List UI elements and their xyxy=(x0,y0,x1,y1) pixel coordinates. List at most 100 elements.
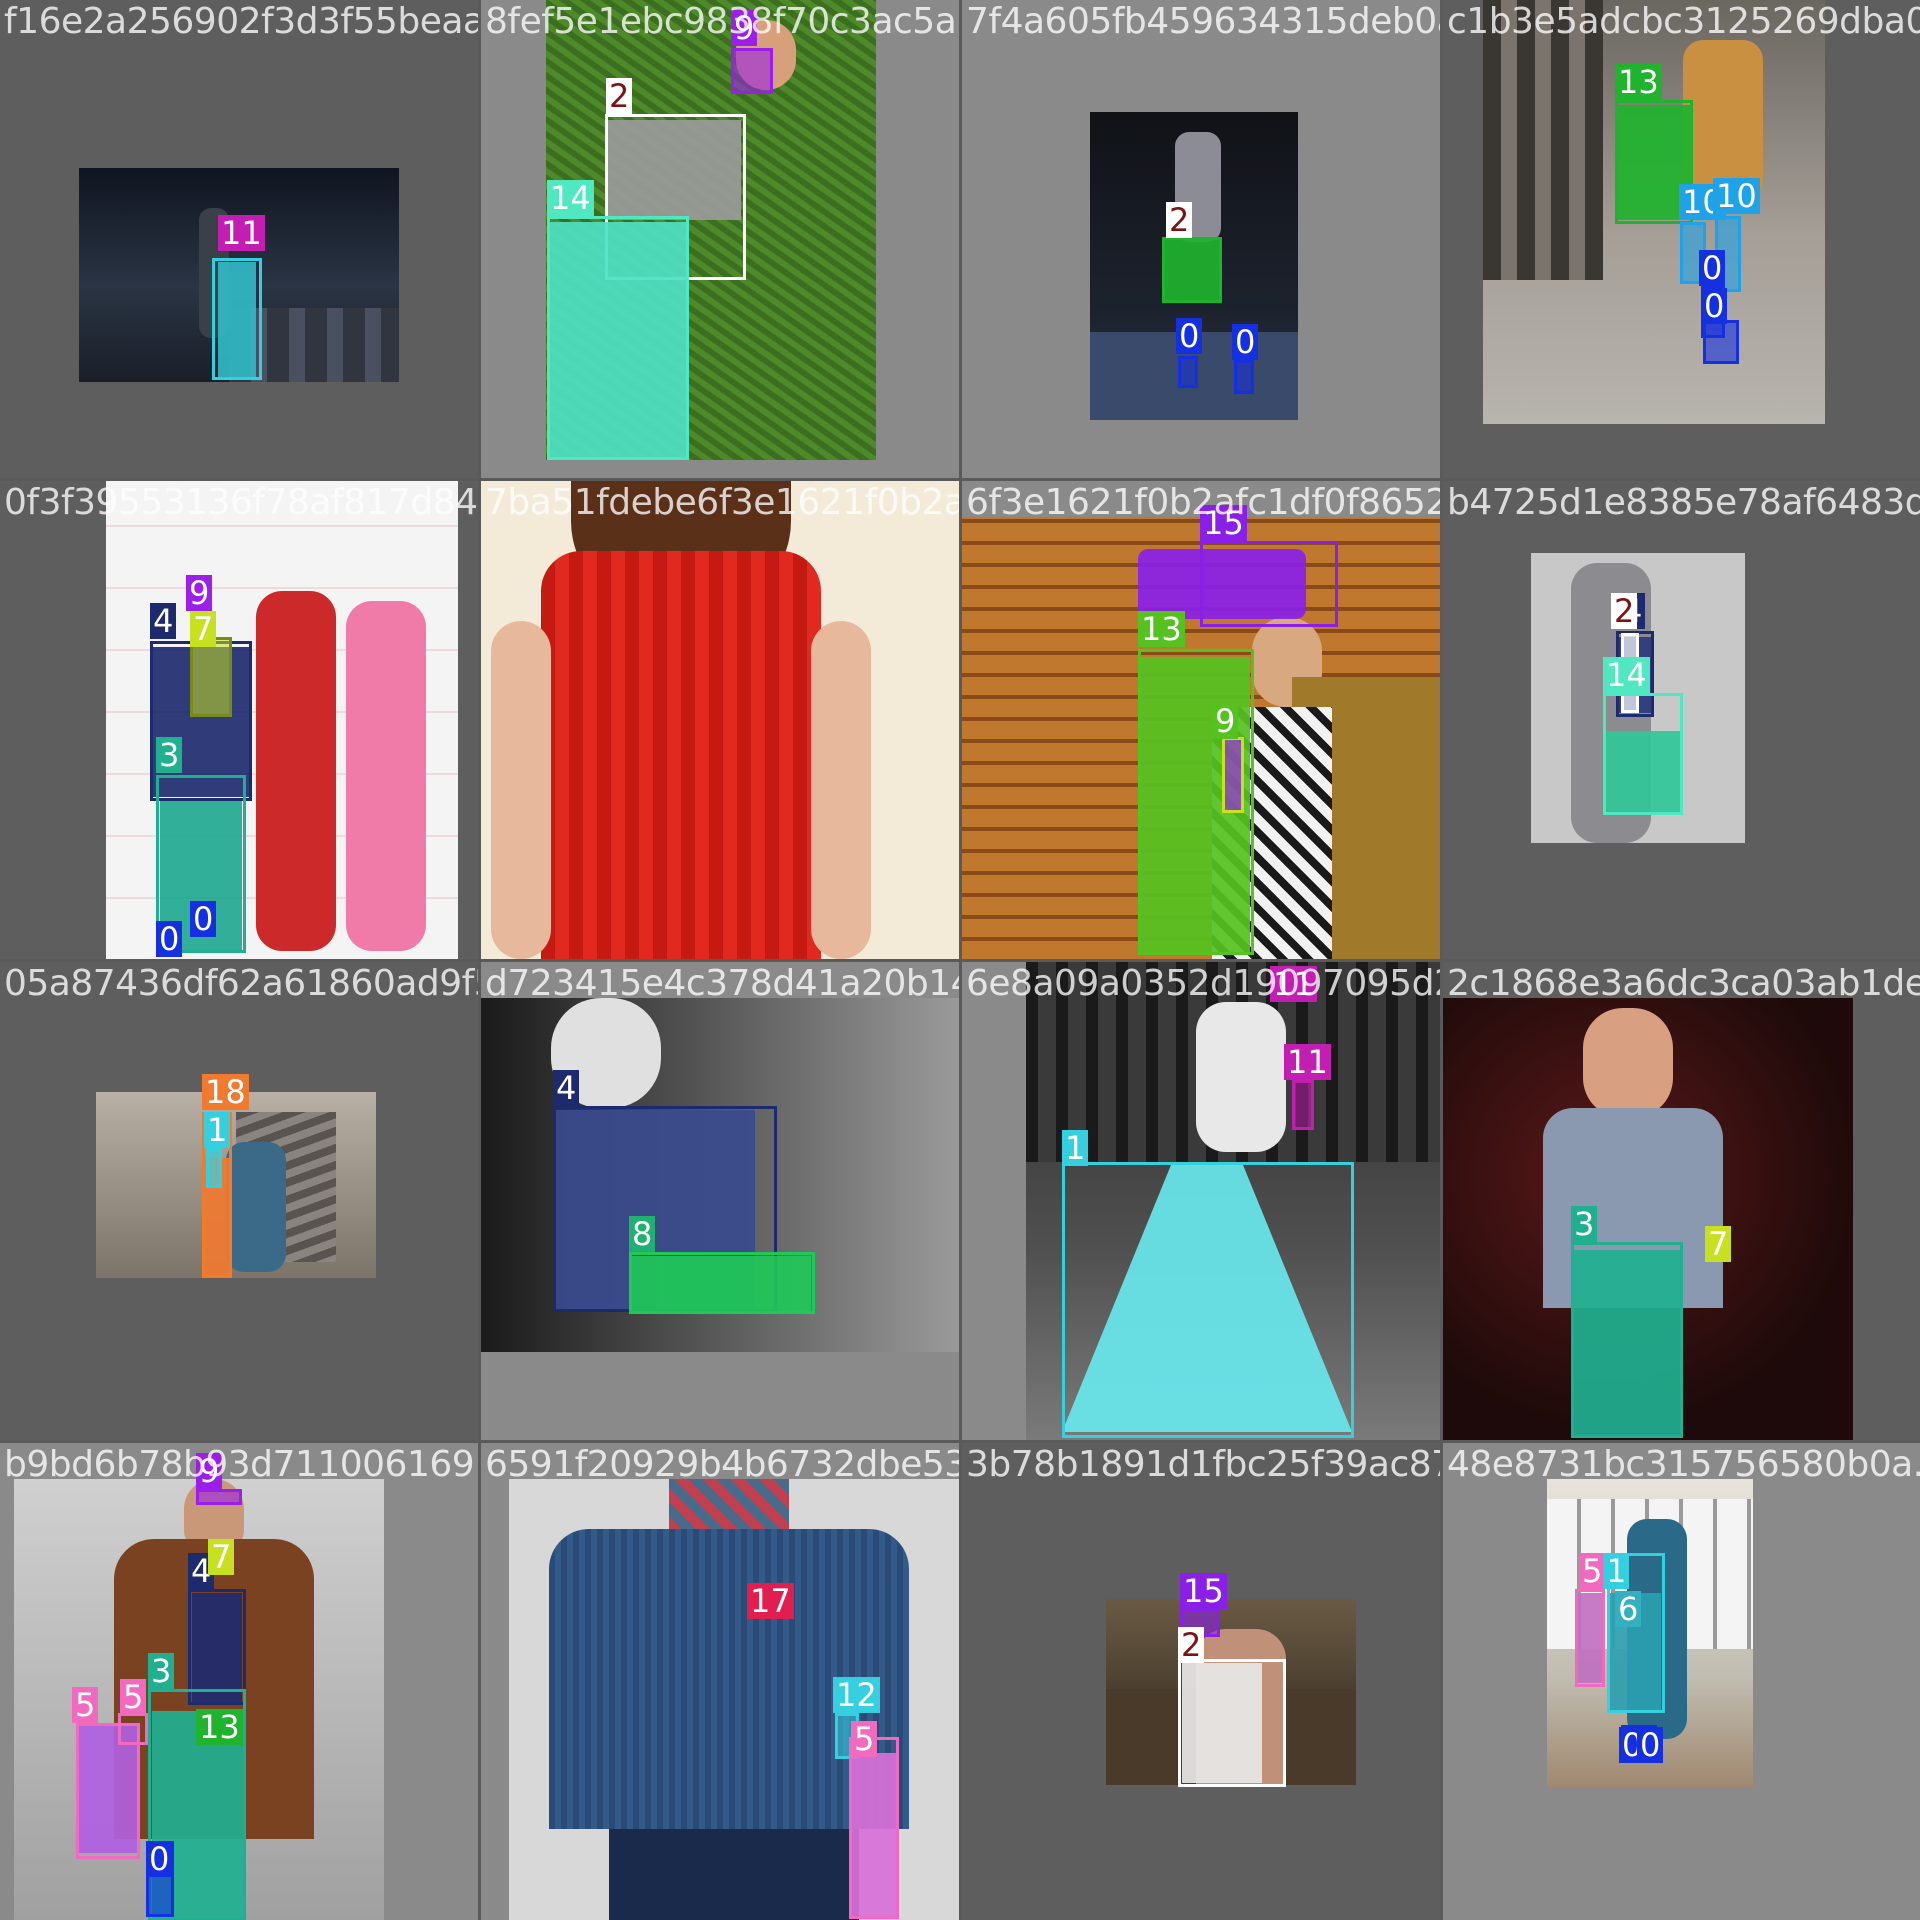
bbox xyxy=(1607,1553,1665,1713)
image-filename: 8fef5e1ebc9838f70c3ac5a197261a206f5.jpg xyxy=(485,1,959,42)
class-label: 0 xyxy=(190,901,217,937)
tile: 13 10 10 0 0 c1b3e5adcbc3125269dba0f1c.j… xyxy=(1443,0,1920,478)
class-label: 9 xyxy=(196,1453,223,1489)
audience xyxy=(229,308,399,382)
image-filename: 6f3e1621f0b2afc1df0f86527b4725d1e.jpg xyxy=(966,482,1440,523)
tile: 2 14 9 8fef5e1ebc9838f70c3ac5a197261a206… xyxy=(481,0,959,478)
class-label: 2 xyxy=(1178,1627,1205,1663)
image-filename: b9bd6b78b93d711006169146591f20929b4b6732… xyxy=(4,1444,478,1485)
segment-mask xyxy=(549,222,687,458)
person-head xyxy=(1583,1008,1673,1118)
class-label: 14 xyxy=(1603,657,1650,693)
image-filename: 7ba51fdebe6f3e1621f0b2afc1df0f86527b.jpg xyxy=(485,482,959,523)
segment-mask xyxy=(218,262,256,377)
class-label: 9 xyxy=(731,10,758,46)
class-label: 5 xyxy=(1579,1553,1606,1589)
bbox xyxy=(1162,237,1222,303)
image-filename: 7f4a605fb459634315deb0a8564b0.jpg xyxy=(966,1,1440,42)
image-filename: f16e2a256902f3d3f55beaaae87632e6d.jpg xyxy=(4,1,478,42)
class-label: 4 xyxy=(553,1070,580,1106)
bbox xyxy=(1603,693,1683,815)
class-label: 0 xyxy=(1176,318,1203,354)
class-label: 3 xyxy=(148,1653,175,1689)
tile: 11 f16e2a256902f3d3f55beaaae87632e6d.jpg xyxy=(0,0,478,478)
person xyxy=(346,601,426,951)
image-filename: 2c1868e3a6dc3ca03ab1de0.jpg xyxy=(1447,963,1920,1004)
tile: 7ba51fdebe6f3e1621f0b2afc1df0f86527b.jpg xyxy=(481,481,959,959)
class-label: 9 xyxy=(186,575,213,611)
bbox xyxy=(76,1723,140,1859)
bbox xyxy=(1615,100,1693,224)
segment-mask xyxy=(1182,1663,1262,1783)
class-label: 3 xyxy=(156,737,183,773)
image-filename: c1b3e5adcbc3125269dba0f1c.jpg xyxy=(1447,1,1920,42)
image-filename: 6591f20929b4b6732dbe53b78b1891d1fbc.jpg xyxy=(485,1444,959,1485)
segment-mask xyxy=(1605,731,1681,813)
bbox xyxy=(212,258,262,380)
class-label: 2 xyxy=(1611,593,1638,629)
tile: 4 7 9 3 0 0 0f3f39553136f78af817d8495f4a… xyxy=(0,481,478,959)
class-label: 1 xyxy=(204,1112,231,1148)
tile: 15 2 3b78b1891d1fbc25f39ac87348e8731bc.j… xyxy=(962,1443,1440,1920)
class-label: 0 xyxy=(1699,250,1726,286)
class-label: 5 xyxy=(851,1721,878,1757)
person xyxy=(226,1142,286,1272)
bbox xyxy=(1571,1242,1683,1438)
photo xyxy=(481,481,959,959)
image-filename: d723415e4c378d41a20b14416e8a09a0.jpg xyxy=(485,963,959,1004)
person xyxy=(256,591,336,951)
class-label: 13 xyxy=(1138,611,1185,647)
class-label: 7 xyxy=(1705,1226,1732,1262)
segment-mask xyxy=(606,120,741,220)
bbox xyxy=(1062,1162,1354,1438)
bbox xyxy=(849,1737,899,1919)
bbox xyxy=(1575,1589,1605,1687)
image-filename: 05a87436df62a61860ad9f5d723415e4c.jpg xyxy=(4,963,478,1004)
bbox xyxy=(629,1252,815,1314)
class-label: 2 xyxy=(1166,202,1193,238)
class-label: 2 xyxy=(606,78,633,114)
class-label: 12 xyxy=(833,1677,880,1713)
class-label: 5 xyxy=(72,1687,99,1723)
bbox xyxy=(206,1148,222,1188)
image-filename: 0f3f39553136f78af817d8495f4a3b54f1d55d0.… xyxy=(4,482,478,523)
tile: 18 1 05a87436df62a61860ad9f5d723415e4c.j… xyxy=(0,962,478,1440)
bbox xyxy=(1222,737,1244,813)
image-filename: 48e8731bc315756580b0a.jpg xyxy=(1447,1444,1920,1485)
bbox xyxy=(118,1713,148,1745)
bbox xyxy=(1178,356,1198,388)
class-label: 7 xyxy=(208,1539,235,1575)
dress xyxy=(541,551,821,959)
pants xyxy=(609,1829,859,1920)
class-label: 15 xyxy=(1180,1573,1227,1609)
arm xyxy=(811,621,871,959)
bbox xyxy=(188,1589,246,1705)
image-filename: 3b78b1891d1fbc25f39ac87348e8731bc.jpg xyxy=(966,1444,1440,1485)
photo xyxy=(1090,112,1298,420)
class-label: 1 xyxy=(1062,1130,1089,1166)
bbox xyxy=(731,48,773,94)
class-label: 6 xyxy=(1615,1591,1642,1627)
class-label: 14 xyxy=(547,180,594,216)
tile: 5 1 6 0 0 48e8731bc315756580b0a.jpg xyxy=(1443,1443,1920,1920)
tile: 2 0 0 7f4a605fb459634315deb0a8564b0.jpg xyxy=(962,0,1440,478)
class-label: 18 xyxy=(202,1074,249,1110)
segment-mask xyxy=(1164,240,1220,300)
class-label: 13 xyxy=(196,1709,243,1745)
bbox xyxy=(1138,649,1254,955)
person xyxy=(1683,40,1763,200)
segment-mask xyxy=(1577,1593,1603,1683)
class-label: 11 xyxy=(1284,1044,1331,1080)
segment-mask xyxy=(192,1593,242,1703)
bbox xyxy=(1200,541,1338,627)
segment-mask xyxy=(631,1256,811,1312)
bbox xyxy=(1178,1659,1286,1787)
class-label: 0 xyxy=(1637,1727,1664,1763)
photo xyxy=(96,1092,376,1278)
bbox xyxy=(547,216,689,460)
class-label: 17 xyxy=(747,1583,794,1619)
crowd xyxy=(1483,0,1603,280)
person xyxy=(1196,1002,1286,1152)
class-label: 0 xyxy=(1232,324,1259,360)
